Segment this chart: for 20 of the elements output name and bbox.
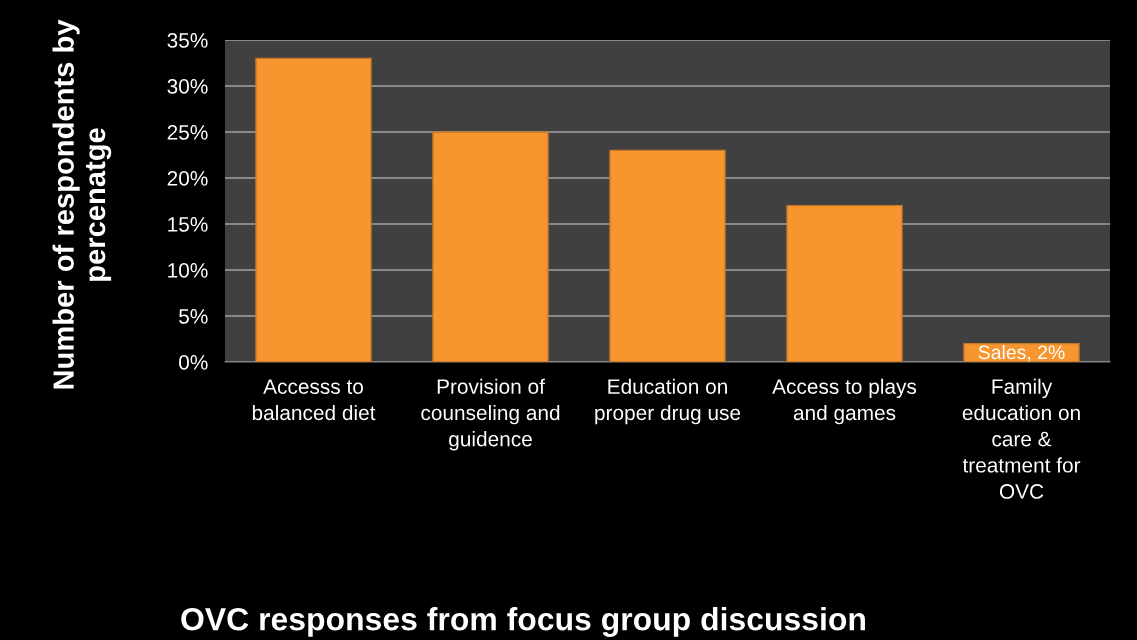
y-tick-label: 10% — [168, 263, 208, 278]
y-tick-label: 30% — [167, 79, 208, 94]
bar — [255, 57, 372, 362]
y-tick-label: 20% — [167, 171, 208, 186]
data-label: Sales, 2% — [978, 344, 1065, 362]
y-tick-label: 0% — [179, 355, 208, 370]
bar — [432, 131, 549, 362]
y-tick-label: 15% — [168, 217, 208, 232]
x-tick-label: Accesss to balanced diet — [252, 379, 376, 421]
x-tick-label: Education on proper drug use — [595, 378, 741, 425]
x-tick-label: Provision of counseling and guidence — [421, 378, 560, 451]
bar — [786, 204, 903, 362]
bar — [609, 149, 726, 362]
x-axis-title: OVC responses from focus group discussion — [181, 607, 865, 637]
y-tick-label: 35% — [167, 33, 208, 48]
y-tick-label: 25% — [167, 125, 208, 140]
y-axis-title: Number of respondents by percenatge — [52, 19, 112, 389]
x-tick-label: Access to plays and games — [772, 378, 917, 425]
y-tick-label: 5% — [179, 309, 208, 324]
x-tick-label: Family education on care & treatment for OVC — [962, 378, 1081, 499]
